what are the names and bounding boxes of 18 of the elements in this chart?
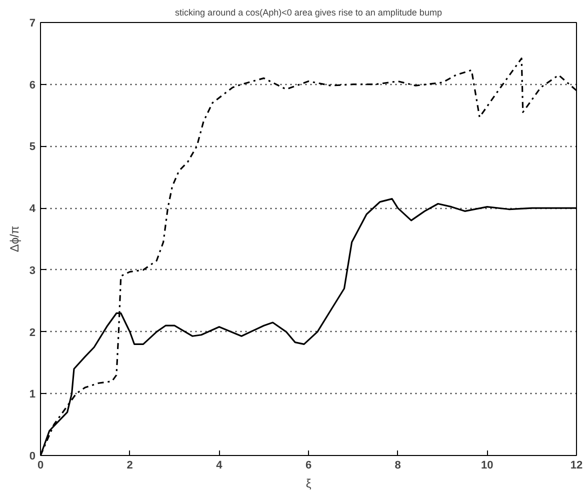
x-tick-label: 10 <box>481 460 494 472</box>
x-tick-label: 0 <box>37 460 44 472</box>
x-tick-label: 4 <box>216 460 224 472</box>
x-tick-label: 2 <box>126 460 133 472</box>
y-tick-label: 3 <box>29 264 36 277</box>
y-tick-label: 5 <box>29 141 36 154</box>
y-tick-label: 0 <box>29 450 36 462</box>
y-tick-label: 6 <box>29 79 36 92</box>
x-tick-label: 12 <box>570 460 583 472</box>
y-axis-title: Δϕ/π <box>7 226 22 252</box>
y-tick-label: 1 <box>29 388 36 401</box>
x-tick-label: 8 <box>394 460 401 472</box>
y-tick-label: 7 <box>29 18 36 30</box>
x-axis-title: ξ <box>306 476 312 490</box>
chart-title: sticking around a cos(Aph)<0 area gives rise to an amplitude bump <box>175 8 442 18</box>
y-tick-label: 2 <box>29 326 36 339</box>
y-tick-label: 4 <box>29 203 36 216</box>
x-tick-label: 6 <box>305 460 312 472</box>
